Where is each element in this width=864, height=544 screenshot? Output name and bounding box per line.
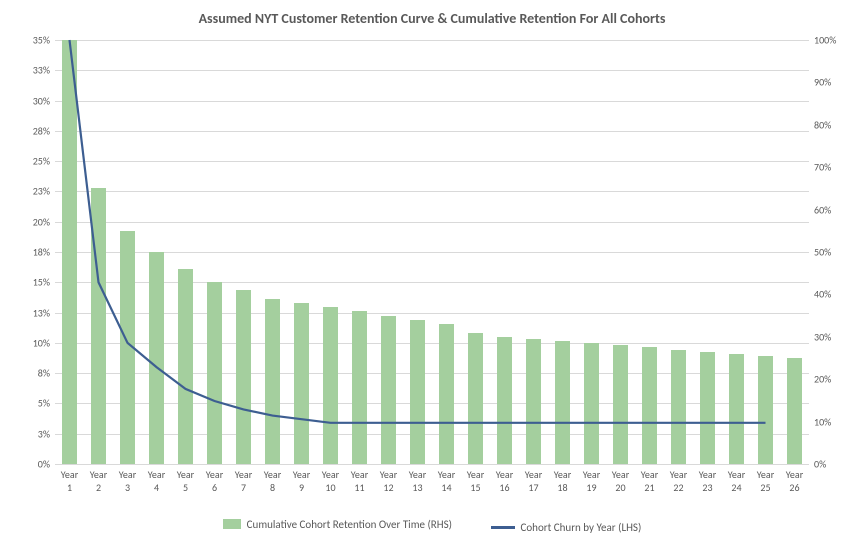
lhs-tick-label: 3% (20, 427, 50, 440)
lhs-tick-label: 23% (20, 185, 50, 198)
rhs-tick-label: 50% (814, 246, 849, 259)
x-tick-label: Year16 (490, 468, 520, 494)
lhs-tick-label: 30% (20, 94, 50, 107)
lhs-tick-label: 20% (20, 215, 50, 228)
rhs-tick-label: 90% (814, 76, 849, 89)
line-layer (55, 40, 809, 464)
lhs-tick-label: 13% (20, 306, 50, 319)
lhs-tick-label: 35% (20, 34, 50, 47)
line-path (70, 40, 766, 423)
x-tick-label: Year12 (374, 468, 404, 494)
legend: Cumulative Cohort Retention Over Time (R… (0, 518, 864, 535)
lhs-tick-label: 28% (20, 124, 50, 137)
legend-bar-swatch (223, 519, 241, 529)
x-tick-label: Year1 (55, 468, 85, 494)
x-tick-label: Year19 (577, 468, 607, 494)
lhs-tick-label: 15% (20, 276, 50, 289)
grid-line (55, 464, 809, 465)
rhs-tick-label: 40% (814, 288, 849, 301)
rhs-tick-label: 60% (814, 203, 849, 216)
legend-line-swatch (491, 526, 515, 529)
x-tick-label: Year9 (287, 468, 317, 494)
plot-area: 0%3%5%8%10%13%15%18%20%23%25%28%30%33%35… (55, 40, 809, 464)
x-tick-label: Year11 (345, 468, 375, 494)
lhs-tick-label: 25% (20, 155, 50, 168)
x-tick-label: Year25 (751, 468, 781, 494)
x-tick-label: Year22 (664, 468, 694, 494)
x-tick-label: Year8 (258, 468, 288, 494)
x-tick-label: Year13 (403, 468, 433, 494)
legend-bar-label: Cumulative Cohort Retention Over Time (R… (247, 518, 452, 531)
x-tick-label: Year5 (170, 468, 200, 494)
lhs-tick-label: 0% (20, 458, 50, 471)
x-tick-label: Year26 (780, 468, 810, 494)
x-tick-label: Year21 (635, 468, 665, 494)
rhs-tick-label: 80% (814, 118, 849, 131)
lhs-tick-label: 8% (20, 367, 50, 380)
x-tick-label: Year17 (519, 468, 549, 494)
rhs-tick-label: 100% (814, 34, 849, 47)
lhs-tick-label: 33% (20, 64, 50, 77)
lhs-tick-label: 10% (20, 336, 50, 349)
rhs-tick-label: 30% (814, 330, 849, 343)
x-tick-label: Year6 (200, 468, 230, 494)
legend-item-bars: Cumulative Cohort Retention Over Time (R… (223, 518, 452, 531)
legend-line-label: Cohort Churn by Year (LHS) (521, 521, 642, 534)
rhs-tick-label: 0% (814, 458, 849, 471)
x-tick-label: Year3 (113, 468, 143, 494)
rhs-tick-label: 10% (814, 415, 849, 428)
chart-title: Assumed NYT Customer Retention Curve & C… (0, 10, 864, 27)
lhs-tick-label: 5% (20, 397, 50, 410)
lhs-tick-label: 18% (20, 246, 50, 259)
x-tick-label: Year23 (693, 468, 723, 494)
x-tick-label: Year7 (229, 468, 259, 494)
rhs-tick-label: 20% (814, 373, 849, 386)
x-tick-label: Year18 (548, 468, 578, 494)
rhs-tick-label: 70% (814, 161, 849, 174)
x-tick-label: Year24 (722, 468, 752, 494)
x-tick-label: Year10 (315, 468, 345, 494)
x-tick-label: Year4 (142, 468, 172, 494)
chart: Assumed NYT Customer Retention Curve & C… (0, 0, 864, 544)
x-tick-label: Year20 (606, 468, 636, 494)
x-tick-label: Year2 (84, 468, 114, 494)
x-tick-label: Year15 (461, 468, 491, 494)
x-tick-label: Year14 (432, 468, 462, 494)
legend-item-line: Cohort Churn by Year (LHS) (491, 521, 642, 534)
